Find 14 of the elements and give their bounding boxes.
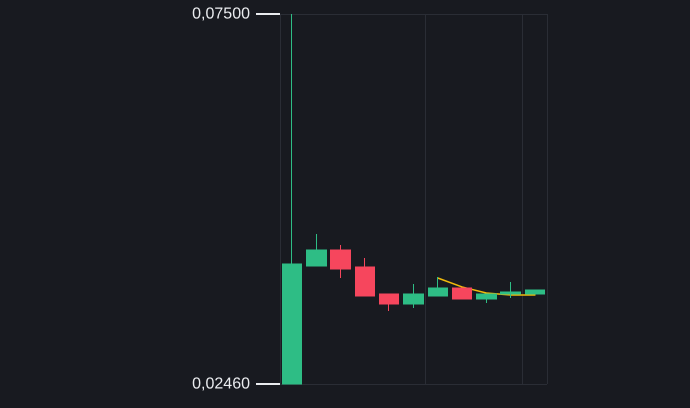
- candlestick: [525, 289, 545, 294]
- candlestick: [355, 257, 375, 296]
- y-tick-label: 0,02460: [192, 376, 250, 392]
- candlestick: [330, 244, 351, 278]
- candlestick: [500, 281, 521, 298]
- candlestick: [452, 287, 472, 300]
- candlestick: [403, 283, 424, 308]
- candlestick: [282, 14, 302, 384]
- line-series: [437, 277, 536, 296]
- y-tick-label: 0,07500: [192, 6, 250, 22]
- candlestick: [379, 293, 399, 312]
- candlestick: [306, 233, 327, 266]
- candlestick: [428, 276, 448, 296]
- candlestick: [476, 293, 497, 304]
